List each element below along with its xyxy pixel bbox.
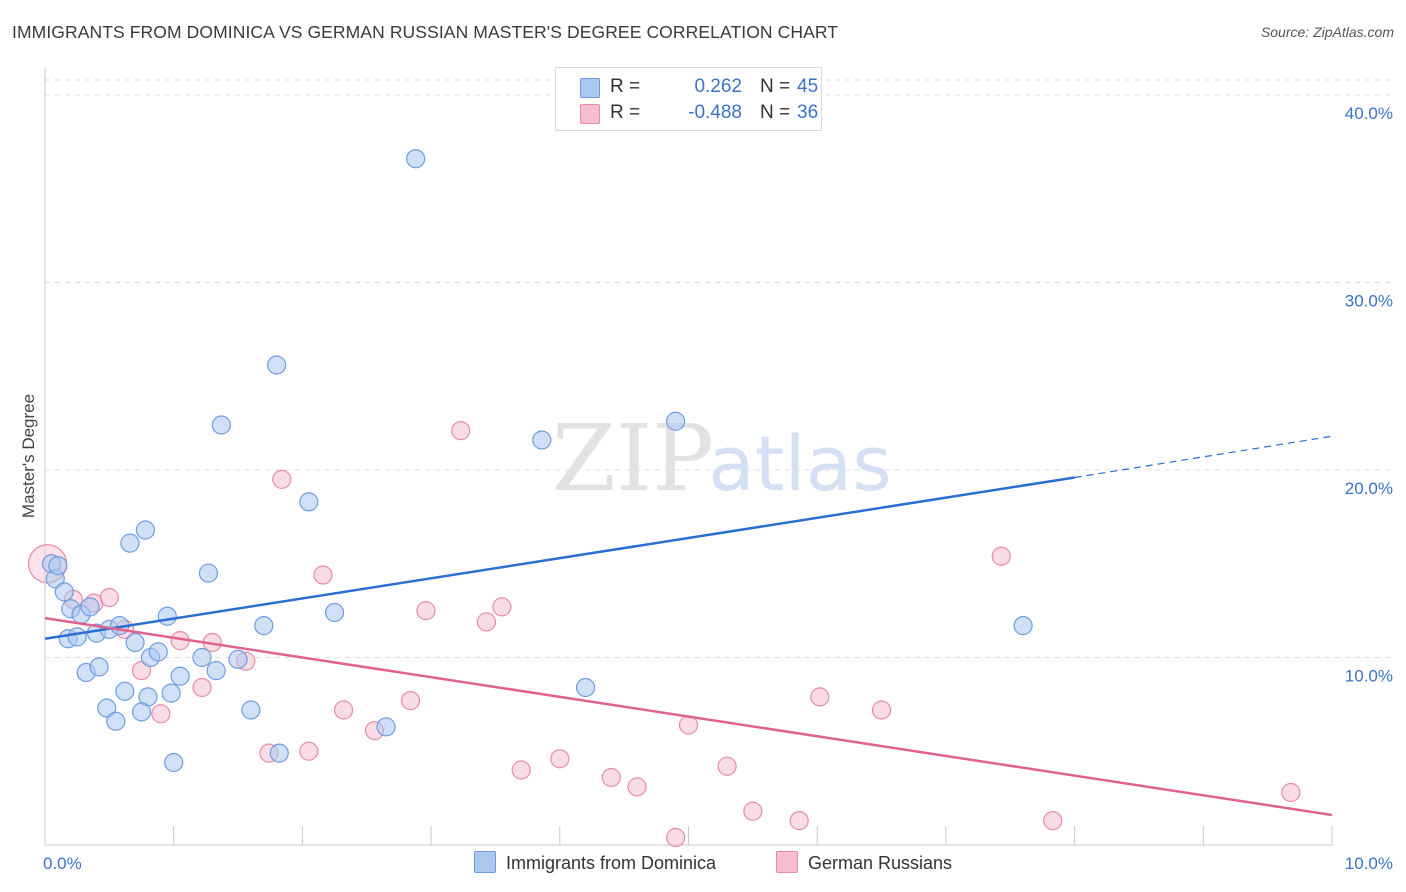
point-immigrants-from-dominica-44 (48, 556, 68, 576)
r-label: R = (610, 102, 641, 123)
point-german-russians-21 (492, 597, 512, 617)
stats-legend: R = 0.262 N = 45 R = -0.488 N = 36 (555, 67, 822, 131)
legend-label-pink: German Russians (808, 853, 953, 873)
point-german-russians-33 (991, 546, 1011, 566)
point-german-russians-5 (131, 661, 152, 681)
point-german-russians-31 (810, 687, 830, 707)
point-german-russians-28 (717, 756, 737, 776)
point-immigrants-from-dominica-42 (666, 411, 686, 431)
point-immigrants-from-dominica-36 (299, 492, 319, 512)
point-immigrants-from-dominica-34 (211, 415, 231, 435)
y-tick-label-0: 10.0% (1345, 667, 1393, 686)
point-immigrants-from-dominica-35 (267, 355, 287, 375)
n-label: N = (760, 76, 791, 97)
point-immigrants-from-dominica-16 (157, 606, 177, 626)
point-immigrants-from-dominica-43 (1013, 616, 1033, 636)
point-immigrants-from-dominica-25 (120, 533, 140, 553)
legend-label-blue: Immigrants from Dominica (506, 853, 717, 873)
point-immigrants-from-dominica-2 (54, 582, 74, 602)
point-immigrants-from-dominica-29 (206, 661, 226, 681)
legend-swatch-blue (474, 851, 496, 873)
point-immigrants-from-dominica-27 (198, 563, 219, 583)
series-immigrants-from-dominica (41, 149, 1033, 773)
r-label: R = (610, 76, 641, 97)
point-german-russians-23 (550, 749, 570, 769)
watermark: ZIP atlas (552, 405, 892, 512)
point-immigrants-from-dominica-21 (97, 698, 117, 718)
point-immigrants-from-dominica-24 (164, 752, 184, 773)
point-immigrants-from-dominica-13 (125, 632, 145, 653)
point-immigrants-from-dominica-38 (376, 717, 396, 737)
point-immigrants-from-dominica-19 (161, 683, 181, 703)
legend-swatch-pink (776, 851, 798, 873)
x-tick-label-1: 10.0% (1345, 854, 1393, 873)
point-immigrants-from-dominica-12 (89, 657, 109, 677)
point-immigrants-from-dominica-40 (532, 430, 552, 450)
r-value: -0.488 (688, 102, 742, 123)
point-german-russians-18 (416, 601, 436, 621)
x-tick-label-0: 0.0% (43, 854, 82, 873)
point-immigrants-from-dominica-7 (67, 627, 87, 647)
point-german-russians-26 (666, 827, 686, 848)
watermark-atlas: atlas (708, 419, 892, 508)
y-tick-label-1: 20.0% (1345, 479, 1393, 498)
y-tick-label-3: 40.0% (1345, 104, 1393, 123)
point-german-russians-20 (476, 612, 497, 632)
r-value: 0.262 (694, 76, 742, 97)
point-immigrants-from-dominica-41 (575, 677, 596, 698)
y-axis-label: Master's Degree (19, 394, 38, 518)
axes (44, 68, 1333, 846)
point-german-russians-34 (1043, 811, 1063, 831)
point-immigrants-from-dominica-5 (80, 597, 100, 617)
n-value: 45 (797, 76, 819, 97)
n-value: 36 (797, 102, 819, 123)
trend-lines (44, 435, 1333, 817)
y-tick-label-2: 30.0% (1345, 292, 1393, 311)
point-immigrants-from-dominica-32 (254, 616, 274, 636)
point-immigrants-from-dominica-37 (324, 602, 345, 623)
point-german-russians-29 (743, 801, 763, 821)
stats-swatch-blue (580, 78, 600, 98)
point-german-russians-24 (601, 767, 621, 788)
trend-line-extension (1074, 435, 1333, 479)
legend-item-german-russians[interactable]: German Russians (776, 851, 952, 874)
point-immigrants-from-dominica-23 (106, 711, 126, 731)
point-german-russians-3 (99, 587, 119, 608)
point-immigrants-from-dominica-31 (241, 700, 261, 720)
point-german-russians-32 (871, 700, 892, 720)
point-immigrants-from-dominica-28 (192, 647, 212, 668)
point-german-russians-13 (299, 741, 319, 761)
point-immigrants-from-dominica-39 (406, 149, 426, 169)
point-german-russians-15 (333, 700, 354, 720)
point-immigrants-from-dominica-22 (131, 702, 152, 722)
point-immigrants-from-dominica-15 (148, 642, 168, 662)
point-german-russians-30 (789, 811, 809, 831)
point-german-russians-19 (451, 421, 471, 441)
trend-line-immigrants-from-dominica (44, 476, 1075, 640)
source-label: Source: ZipAtlas.com (1260, 24, 1394, 40)
point-german-russians-6 (151, 704, 171, 724)
point-german-russians-35 (1281, 782, 1301, 803)
stats-swatch-pink (580, 104, 600, 124)
point-german-russians-17 (400, 691, 421, 711)
point-immigrants-from-dominica-26 (135, 520, 155, 540)
point-german-russians-25 (627, 777, 647, 797)
point-immigrants-from-dominica-17 (115, 681, 135, 701)
point-german-russians-22 (511, 760, 531, 780)
tick-labels: 10.0% 20.0% 30.0% 40.0% 0.0% 10.0% (43, 104, 1393, 873)
watermark-zip: ZIP (552, 405, 714, 512)
grid-lines (45, 79, 1392, 658)
n-label: N = (760, 102, 791, 123)
legend-item-immigrants-from-dominica[interactable]: Immigrants from Dominica (474, 851, 716, 874)
point-german-russians-8 (192, 677, 212, 698)
trend-line-german-russians (44, 616, 1333, 817)
point-immigrants-from-dominica-30 (228, 649, 248, 669)
chart-title: IMMIGRANTS FROM DOMINICA VS GERMAN RUSSI… (12, 22, 839, 42)
point-immigrants-from-dominica-33 (269, 743, 289, 763)
point-german-russians-14 (313, 565, 333, 585)
point-immigrants-from-dominica-20 (170, 666, 190, 686)
point-german-russians-12 (272, 469, 292, 489)
